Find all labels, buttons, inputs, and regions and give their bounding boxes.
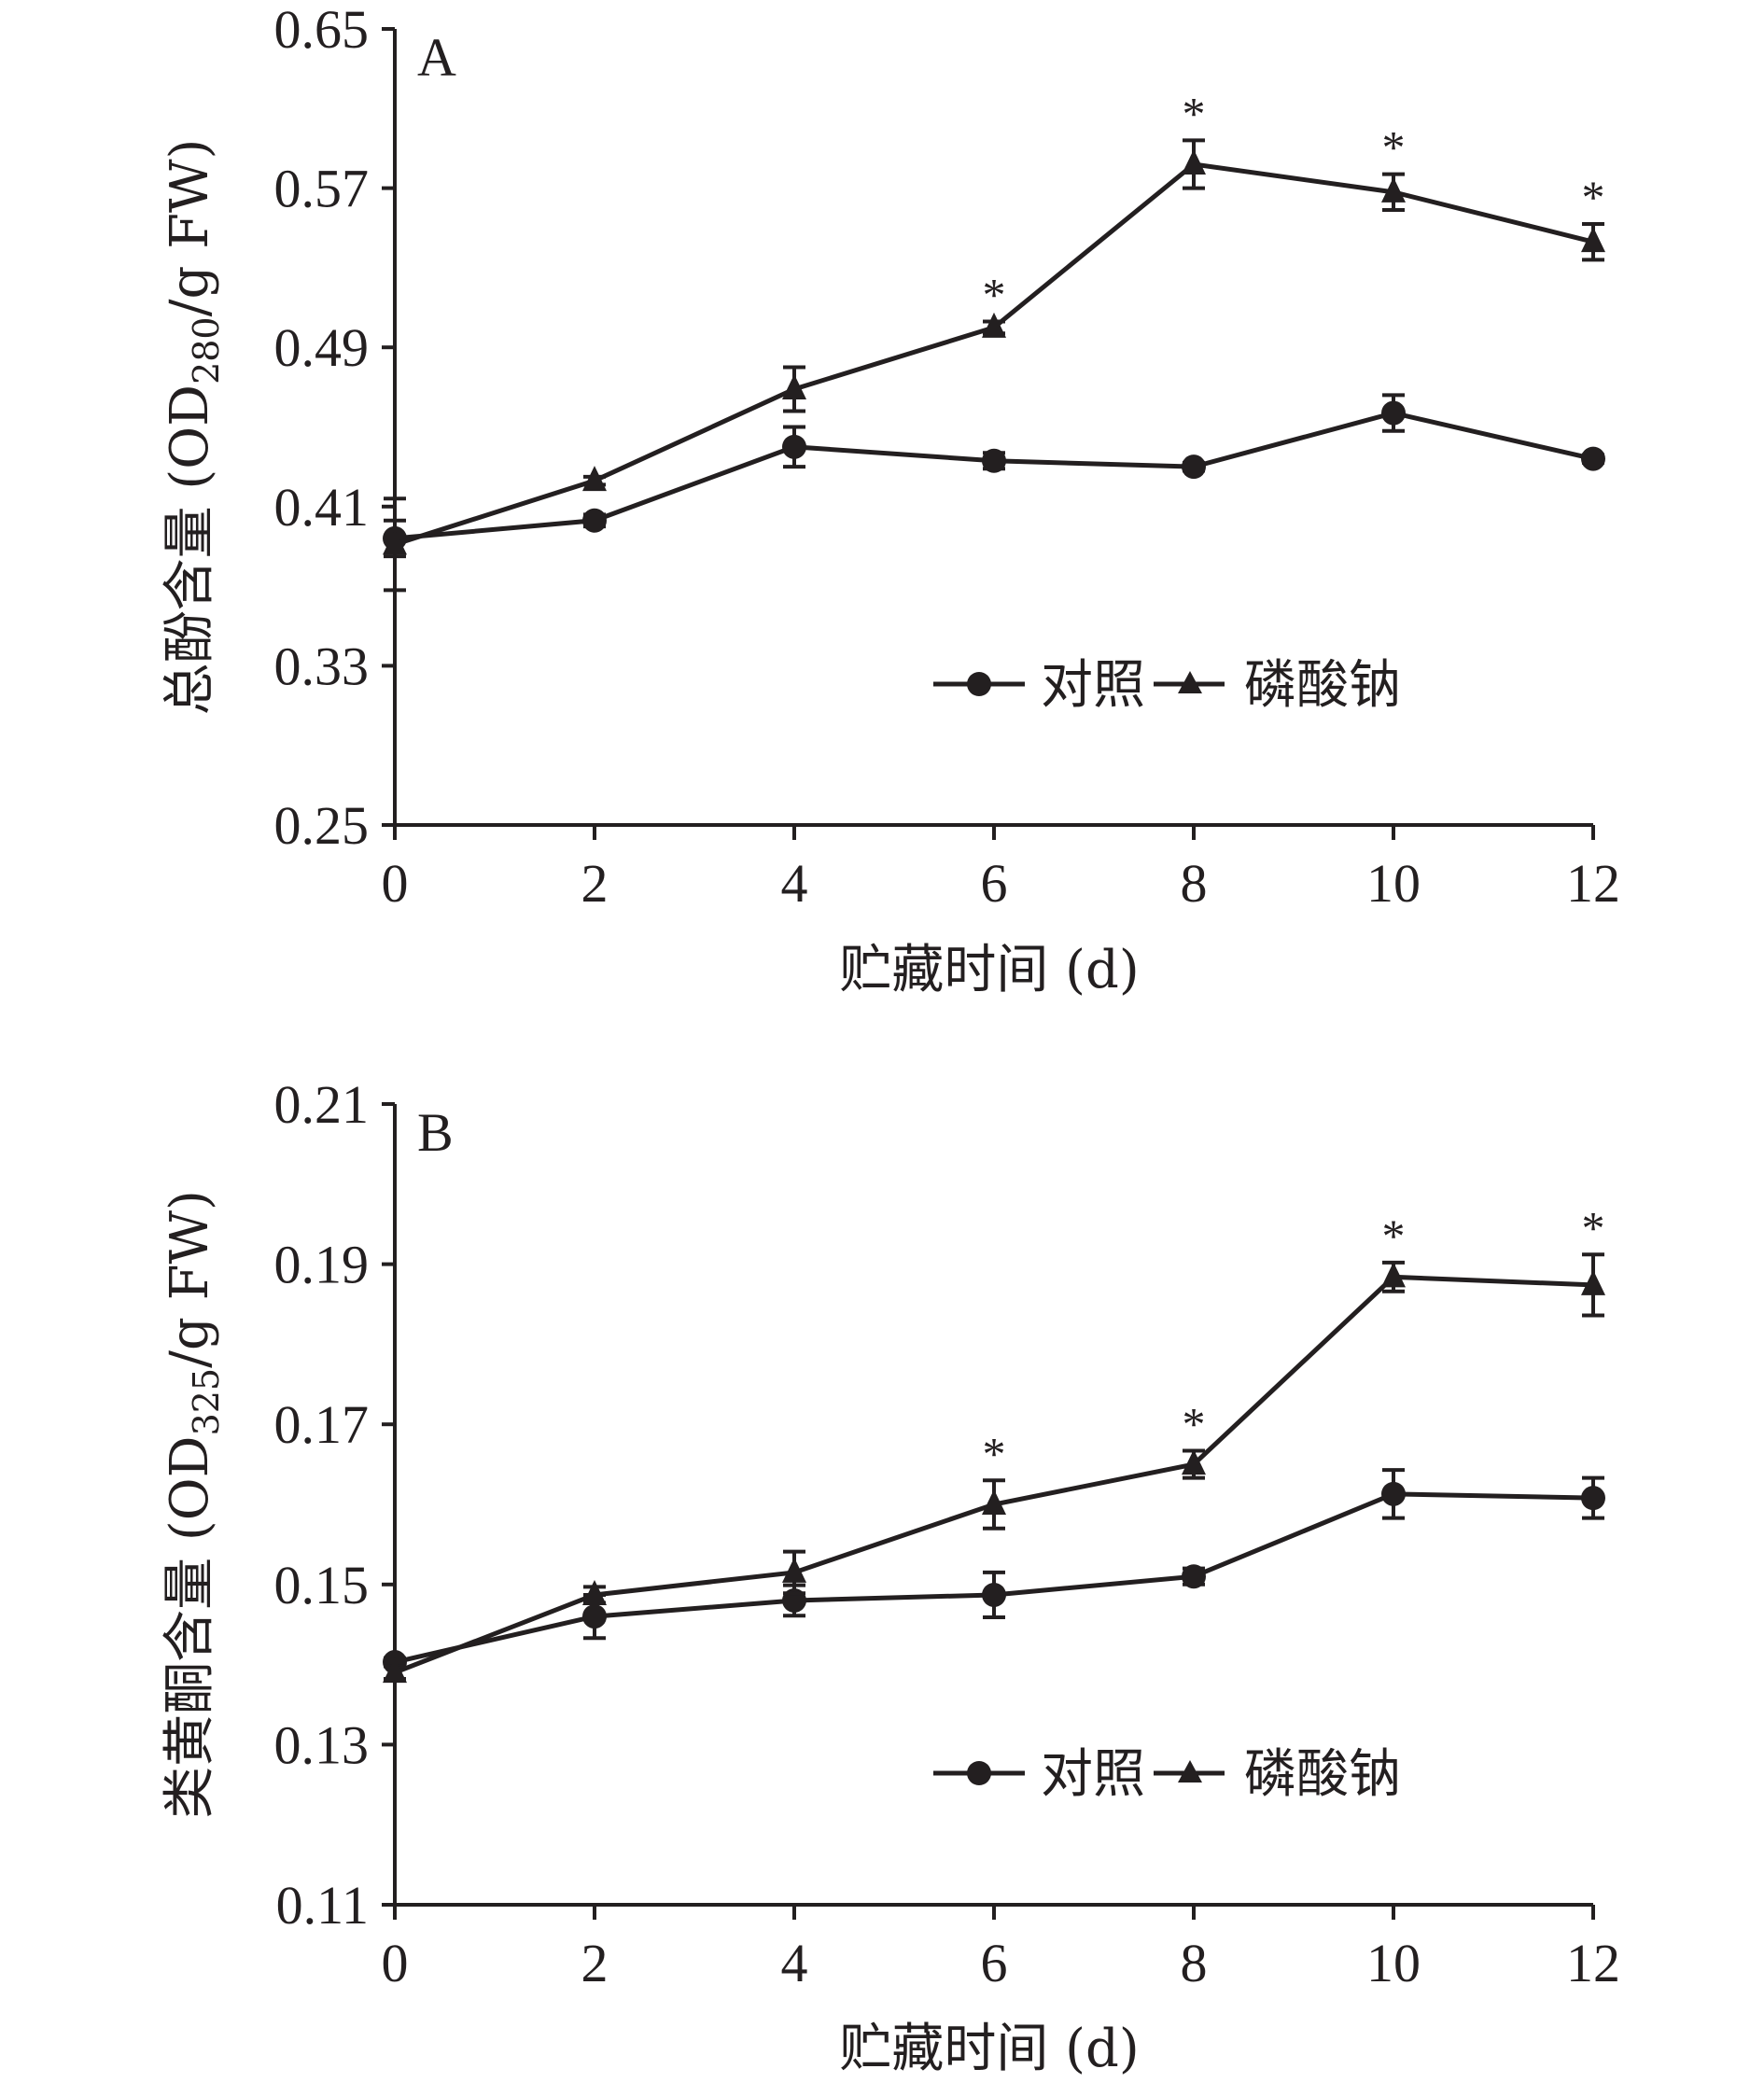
panel-label: A — [417, 27, 456, 88]
y-tick-label: 0.25 — [274, 795, 370, 856]
data-point-circle — [1381, 1481, 1406, 1506]
legend-marker-triangle — [1178, 671, 1202, 693]
significance-star: * — [1582, 171, 1605, 223]
x-tick-label: 8 — [1181, 1933, 1208, 1993]
y-tick-label: 0.49 — [274, 317, 370, 378]
significance-star: * — [1183, 87, 1206, 139]
data-point-triangle — [982, 312, 1006, 338]
data-point-triangle — [1581, 227, 1605, 253]
data-point-circle — [782, 434, 806, 459]
data-point-circle — [982, 448, 1006, 473]
x-tick-label: 4 — [781, 1933, 808, 1993]
x-axis-title: 贮藏时间 (d) — [839, 2019, 1139, 2079]
significance-star: * — [1582, 1201, 1605, 1253]
y-axis-title-suffix: /g FW) — [160, 1190, 220, 1368]
y-tick-label: 0.11 — [276, 1875, 369, 1936]
data-point-triangle — [982, 1489, 1006, 1515]
legend-label-control: 对照 — [1041, 655, 1145, 716]
data-point-triangle — [1182, 1449, 1206, 1475]
data-point-triangle — [1381, 1262, 1406, 1288]
data-point-circle — [1581, 446, 1605, 471]
y-axis-title-prefix: 总酚含量 (OD — [160, 384, 220, 715]
data-point-circle — [1182, 1564, 1206, 1589]
legend-label-treatment: 磷酸钠 — [1244, 1744, 1401, 1805]
y-axis-title-subscript: 280 — [186, 316, 227, 384]
significance-star: * — [1382, 121, 1406, 174]
legend-label-control: 对照 — [1041, 1744, 1145, 1805]
y-tick-label: 0.13 — [274, 1714, 370, 1775]
significance-star: * — [1183, 1398, 1206, 1450]
y-tick-label: 0.57 — [274, 159, 370, 219]
series-line-circle — [394, 410, 1594, 541]
data-point-circle — [1182, 454, 1206, 480]
panel-label: B — [417, 1102, 454, 1163]
y-axis-title-prefix: 类黄酮含量 (OD — [160, 1435, 220, 1818]
x-tick-label: 10 — [1366, 853, 1421, 914]
data-point-circle — [1581, 1486, 1605, 1511]
x-tick-label: 8 — [1181, 853, 1208, 914]
data-point-circle — [1381, 400, 1406, 426]
legend-marker-triangle — [1178, 1760, 1202, 1782]
data-point-triangle — [1381, 176, 1406, 203]
y-tick-label: 0.41 — [274, 477, 370, 538]
y-axis-title: 总酚含量 (OD280/g FW) — [160, 139, 227, 716]
x-tick-label: 2 — [581, 853, 609, 914]
significance-star: * — [983, 1427, 1006, 1479]
y-tick-label: 0.65 — [274, 0, 370, 60]
y-axis-title-subscript: 325 — [186, 1368, 227, 1436]
x-tick-label: 10 — [1366, 1933, 1421, 1993]
significance-star: * — [983, 268, 1006, 320]
panel-b: 0.11 0.13 0.15 0.17 0.19 0.21 0 2 4 6 8 10 12 B 贮藏时间 (… — [160, 1074, 1620, 2079]
data-point-triangle — [582, 1579, 607, 1605]
legend: 对照 磷酸钠 — [933, 655, 1401, 716]
data-point-triangle — [782, 1557, 806, 1583]
data-point-circle — [582, 508, 607, 533]
x-tick-label: 6 — [981, 853, 1008, 914]
legend-marker-circle — [967, 1761, 991, 1785]
data-point-circle — [582, 1604, 607, 1629]
data-point-triangle — [782, 373, 806, 399]
legend-marker-circle — [967, 672, 991, 696]
y-tick-label: 0.17 — [274, 1394, 370, 1455]
x-tick-label: 0 — [382, 1933, 409, 1993]
data-point-triangle — [383, 1657, 407, 1684]
x-tick-label: 12 — [1566, 1933, 1620, 1993]
legend: 对照 磷酸钠 — [933, 1744, 1401, 1805]
x-tick-label: 0 — [382, 853, 409, 914]
x-tick-label: 2 — [581, 1933, 609, 1993]
data-point-triangle — [383, 529, 407, 555]
y-axis-title: 类黄酮含量 (OD325/g FW) — [160, 1190, 227, 1819]
data-point-triangle — [1182, 149, 1206, 175]
y-tick-label: 0.19 — [274, 1235, 370, 1295]
panel-a: 0.25 0.33 0.41 0.49 0.57 0.65 0 2 4 6 8 10 12 A 贮藏时间 (… — [160, 0, 1620, 1000]
y-tick-label: 0.33 — [274, 636, 370, 696]
x-tick-label: 6 — [981, 1933, 1008, 1993]
y-axis-title-suffix: /g FW) — [160, 139, 220, 317]
data-point-triangle — [1581, 1269, 1605, 1295]
x-tick-label: 4 — [781, 853, 808, 914]
significance-star: * — [1382, 1209, 1406, 1262]
legend-label-treatment: 磷酸钠 — [1244, 655, 1401, 716]
y-tick-label: 0.15 — [274, 1555, 370, 1615]
y-tick-label: 0.21 — [274, 1074, 370, 1135]
data-point-triangle — [582, 466, 607, 492]
data-point-circle — [982, 1582, 1006, 1607]
x-tick-label: 12 — [1566, 853, 1620, 914]
series-line-triangle — [394, 161, 1594, 547]
x-axis-title: 贮藏时间 (d) — [839, 940, 1139, 1000]
